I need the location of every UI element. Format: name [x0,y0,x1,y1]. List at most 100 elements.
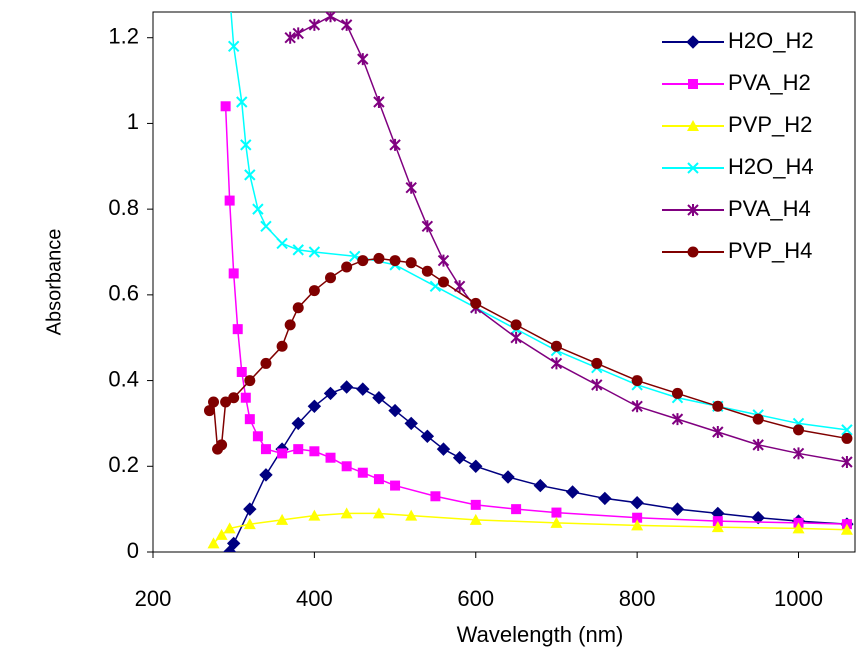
marker [510,331,522,344]
marker [284,319,296,331]
marker [308,246,321,258]
marker [436,442,451,456]
marker [260,220,272,232]
marker [470,499,481,510]
marker [390,480,401,491]
marker [244,169,256,181]
marker [550,357,563,370]
marker [752,438,764,451]
marker [793,424,805,436]
marker [236,367,247,377]
marker [792,447,805,460]
marker [687,162,699,174]
marker [792,522,805,534]
marker [631,400,643,413]
marker [405,181,417,194]
marker [687,246,699,258]
marker [292,244,304,256]
marker [533,478,548,493]
marker [244,414,255,425]
marker [220,101,231,112]
marker [284,31,296,44]
marker [421,265,433,277]
x-tick-label: 400 [296,586,333,611]
marker [389,138,401,151]
y-tick-label: 0.6 [108,281,139,306]
marker [220,396,232,408]
marker [307,399,322,413]
marker [550,516,563,528]
series-layer [203,12,854,552]
marker [565,485,580,499]
marker [224,195,235,206]
marker [292,27,304,40]
marker [712,400,724,412]
marker [752,413,764,425]
legend-label: PVP_H2 [728,112,812,137]
marker [208,396,220,408]
y-tick-label: 1.2 [108,24,139,49]
marker [240,139,252,151]
marker [632,512,643,523]
marker [228,268,239,279]
marker [340,18,353,31]
marker [215,528,228,540]
y-tick-label: 0.2 [108,452,139,477]
marker [252,203,264,215]
marker [340,507,353,519]
y-tick-label: 0.8 [108,195,139,220]
marker [356,382,370,396]
marker [308,285,320,297]
marker [841,456,853,468]
x-tick-label: 800 [619,586,656,611]
marker [405,257,417,269]
y-tick-label: 1 [127,109,139,134]
marker [631,519,644,531]
marker [686,35,700,49]
marker [226,536,241,551]
marker [712,426,724,438]
marker [687,204,699,216]
marker [259,468,273,482]
marker [207,537,220,549]
legend-label: PVP_H4 [728,238,812,263]
marker [670,502,685,516]
marker [452,451,467,465]
marker [325,272,337,284]
marker [339,380,354,394]
marker [276,513,289,525]
marker [341,261,353,273]
marker [430,491,441,502]
marker [469,459,483,473]
marker [420,429,435,443]
marker [841,432,853,444]
marker [550,340,562,352]
marker [260,357,272,369]
marker [510,319,522,331]
y-axis-label: Absorbance [43,229,65,336]
marker [228,392,240,404]
marker [227,40,240,52]
marker [292,302,304,314]
marker [308,509,321,521]
marker [388,403,402,418]
marker [671,387,683,399]
marker [373,252,385,264]
marker [688,79,698,89]
marker [325,452,336,463]
marker [203,405,215,417]
marker [421,220,434,233]
legend-label: H2O_H2 [728,28,814,53]
legend-label: PVA_H2 [728,70,811,95]
marker [437,254,450,267]
x-tick-label: 200 [135,586,172,611]
x-tick-label: 1000 [774,586,823,611]
marker [840,523,853,535]
y-tick-label: 0.4 [108,366,139,391]
marker [711,521,724,533]
marker [389,255,401,267]
x-axis-label: Wavelength (nm) [457,622,624,647]
marker [291,416,305,431]
marker [469,513,482,525]
marker [501,470,515,484]
